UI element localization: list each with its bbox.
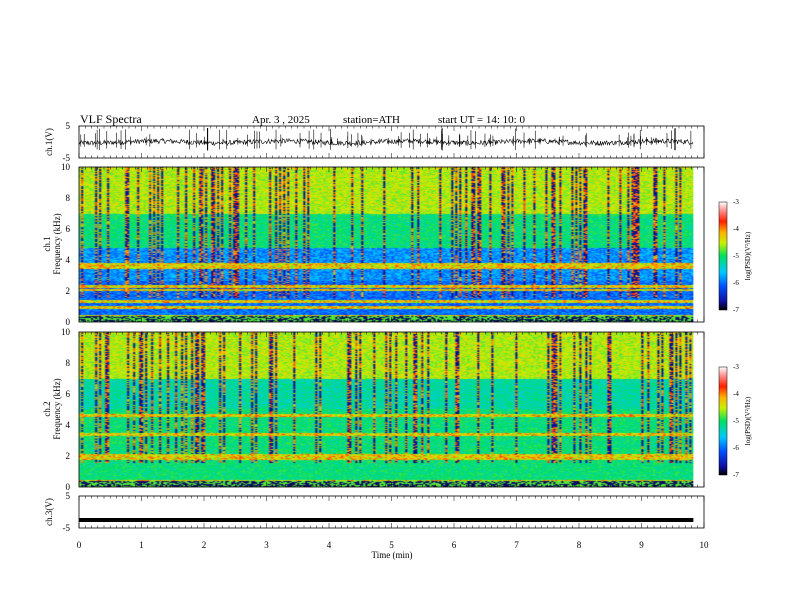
ch2-colorbar-tick-m4: -4 xyxy=(733,390,739,398)
ch3-waveform-line xyxy=(79,518,694,522)
ch2-colorbar-tick-m7: -7 xyxy=(733,471,739,479)
ch3-ytick-bottom: -5 xyxy=(63,523,71,533)
ch2-ytick-8: 8 xyxy=(66,358,71,368)
ch1-colorbar-tick-m7: -7 xyxy=(733,306,739,314)
time-axis-ticks: 0 1 2 3 4 5 6 7 8 9 10 xyxy=(77,540,709,550)
ch2-ytick-10: 10 xyxy=(61,327,71,337)
time-tick-label-4: 4 xyxy=(327,540,332,550)
ch1-colorbar-tick-m3: -3 xyxy=(733,198,739,206)
ch2-spectrogram-image xyxy=(79,332,694,487)
ch2-ytick-6: 6 xyxy=(66,389,71,399)
time-tick-label-6: 6 xyxy=(452,540,457,550)
time-tick-label-8: 8 xyxy=(577,540,582,550)
ch1-waveform-line xyxy=(78,137,694,147)
time-tick-label-0: 0 xyxy=(77,540,82,550)
ch2-spectrogram-panel: 10 8 6 4 2 0 ch.2 Frequency (kHz) -3 -4 … xyxy=(42,327,752,492)
time-tick-label-3: 3 xyxy=(264,540,269,550)
ch1-ytick-8: 8 xyxy=(66,193,71,203)
ch1-ytick-2: 2 xyxy=(66,286,71,296)
date-label: Apr. 3 , 2025 xyxy=(252,114,310,126)
ch1-spectrogram-panel: 10 8 6 4 2 0 ch.1 Frequency (kHz) -3 -4 … xyxy=(42,162,752,327)
ch3-waveform-panel: 5 -5 ch.3(V) xyxy=(44,491,705,533)
ch2-ytick-4: 4 xyxy=(66,420,71,430)
ch1-ytick-4: 4 xyxy=(66,255,71,265)
time-tick-marks xyxy=(78,126,705,528)
ch3-ylabel: ch.3(V) xyxy=(44,498,54,526)
ch2-ytick-2: 2 xyxy=(66,451,71,461)
ch1-colorbar-tick-m5: -5 xyxy=(733,252,739,260)
ch2-colorbar-tick-m5: -5 xyxy=(733,417,739,425)
ch1-colorbar xyxy=(718,201,728,311)
ch1-ytick-0: 0 xyxy=(66,317,71,327)
ch2-frequency-ylabel: Frequency (kHz) xyxy=(52,378,62,439)
ch1-frequency-ylabel: Frequency (kHz) xyxy=(52,213,62,274)
ch1-spikes xyxy=(80,127,692,151)
ch1-ytick-6: 6 xyxy=(66,224,71,234)
ch1-waveform-panel: 5 -5 ch.1(V) xyxy=(44,121,705,163)
ch1-colorbar-tick-m6: -6 xyxy=(733,279,739,287)
time-axis-label: Time (min) xyxy=(372,550,413,560)
ch2-spectrogram-channel-label: ch.2 xyxy=(42,401,52,416)
time-tick-label-2: 2 xyxy=(202,540,207,550)
ch2-ytick-0: 0 xyxy=(66,482,71,492)
ch1-colorbar-tick-m4: -4 xyxy=(733,225,739,233)
ch3-waveform-frame xyxy=(78,495,705,529)
ch1-ylabel: ch.1(V) xyxy=(44,128,54,156)
start-time-label: start UT = 14: 10: 0 xyxy=(438,114,525,126)
time-tick-label-7: 7 xyxy=(514,540,519,550)
ch2-colorbar-tick-m6: -6 xyxy=(733,444,739,452)
time-tick-label-1: 1 xyxy=(139,540,144,550)
ch1-ytick-top: 5 xyxy=(66,121,71,131)
ch2-spectrogram-yticks: 10 8 6 4 2 0 xyxy=(61,327,71,492)
time-tick-label-9: 9 xyxy=(639,540,644,550)
time-tick-label-5: 5 xyxy=(389,540,394,550)
ch1-ytick-10: 10 xyxy=(61,162,71,172)
station-label: station=ATH xyxy=(343,114,400,126)
ch1-ytick-bottom: -5 xyxy=(63,153,71,163)
ch2-colorbar xyxy=(718,366,728,476)
figure-title: VLF Spectra xyxy=(80,112,142,126)
ch1-colorbar-label: log(PSD)(V²/Hz) xyxy=(744,231,752,280)
ch3-ytick-top: 5 xyxy=(66,491,71,501)
ch1-spectrogram-image xyxy=(79,167,694,322)
ch1-spectrogram-yticks: 10 8 6 4 2 0 xyxy=(61,162,71,327)
ch2-colorbar-label: log(PSD)(V²/Hz) xyxy=(744,396,752,445)
ch1-spectrogram-channel-label: ch.1 xyxy=(42,236,52,251)
ch2-colorbar-tick-m3: -3 xyxy=(733,363,739,371)
time-tick-label-10: 10 xyxy=(700,540,710,550)
